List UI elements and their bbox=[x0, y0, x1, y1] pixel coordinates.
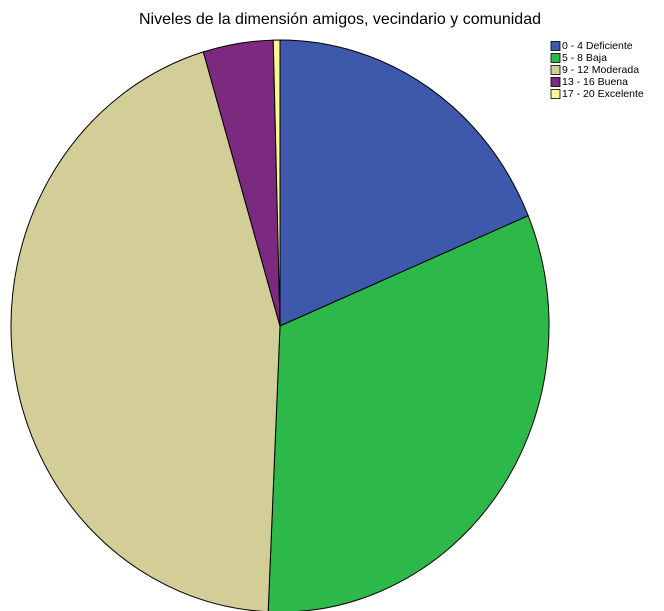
legend-label: 17 - 20 Excelente bbox=[562, 88, 644, 100]
legend-label: 5 - 8 Baja bbox=[562, 52, 607, 64]
legend-swatch bbox=[550, 77, 561, 87]
legend-swatch bbox=[550, 41, 561, 51]
pie-slice bbox=[10, 51, 281, 611]
chart-title: Niveles de la dimensión amigos, vecindar… bbox=[139, 11, 541, 28]
legend-label: 9 - 12 Moderada bbox=[562, 64, 639, 76]
legend-swatch bbox=[550, 89, 561, 99]
pie-slice bbox=[267, 215, 550, 611]
legend-label: 13 - 16 Buena bbox=[562, 76, 628, 88]
pie-slice bbox=[279, 39, 529, 327]
legend-label: 0 - 4 Deficiente bbox=[562, 40, 633, 52]
legend-swatch bbox=[550, 65, 561, 75]
pie-slice bbox=[272, 39, 281, 327]
legend-swatch bbox=[550, 53, 561, 63]
